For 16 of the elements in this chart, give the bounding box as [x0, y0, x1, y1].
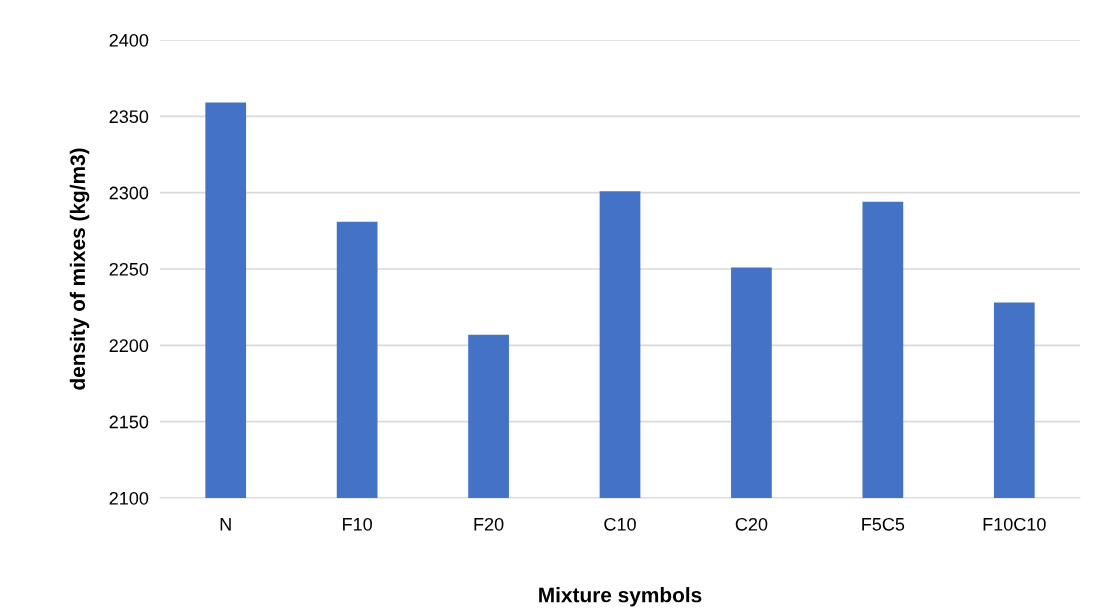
x-tick-label: C10: [604, 517, 636, 531]
x-tick-label: F20: [474, 517, 504, 531]
x-tick-label: N: [220, 518, 231, 531]
y-tick-label: 2150: [109, 415, 149, 429]
y-tick-label: 2400: [109, 33, 149, 47]
y-axis-title: density of mixes (kg/m3): [69, 148, 90, 390]
y-tick-label: 2350: [109, 110, 149, 124]
x-tick-label: F10: [343, 517, 372, 531]
y-tick-label: 2250: [109, 262, 149, 276]
y-tick-label: 2100: [109, 491, 149, 505]
x-tick-label: F10C10: [983, 517, 1046, 531]
x-tick-label: F5C5: [862, 517, 905, 531]
y-tick-label: 2200: [109, 339, 149, 353]
x-tick-label: C20: [735, 517, 768, 531]
x-axis-title: Mixture symbols: [539, 587, 702, 607]
y-tick-label: 2300: [109, 186, 149, 200]
